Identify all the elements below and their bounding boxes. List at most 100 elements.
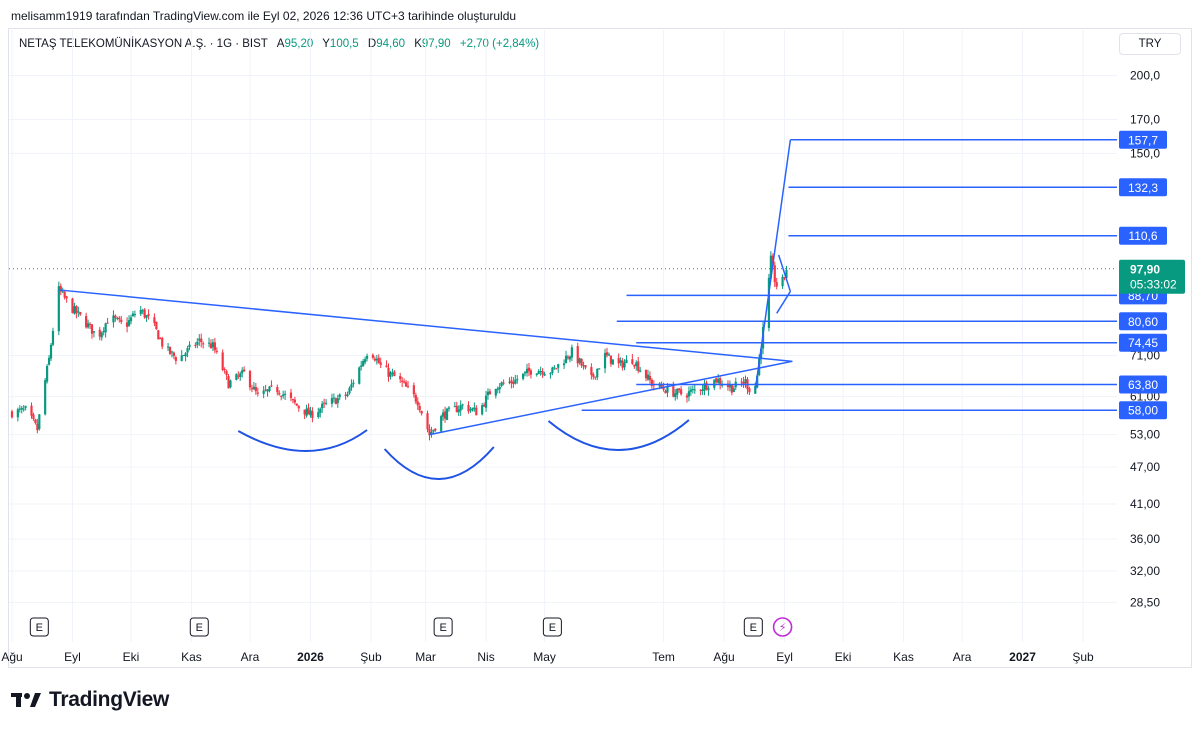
candle-body bbox=[46, 366, 49, 382]
candle-body bbox=[131, 313, 135, 317]
candle-body bbox=[215, 350, 218, 352]
candle-body bbox=[57, 286, 60, 332]
candle-body bbox=[457, 409, 460, 413]
candle-body bbox=[207, 342, 211, 344]
candle-body bbox=[22, 408, 25, 410]
candle-body bbox=[502, 382, 505, 384]
candle-body bbox=[141, 310, 144, 312]
candle-body bbox=[362, 360, 365, 367]
candle-body bbox=[434, 428, 437, 431]
candle-body bbox=[440, 416, 443, 432]
candle-body bbox=[262, 390, 265, 394]
x-tick-label: Tem bbox=[652, 650, 675, 664]
candle-body bbox=[38, 414, 41, 430]
last-price-countdown: 05:33:02 bbox=[1130, 278, 1177, 292]
y-tick-label: 200,0 bbox=[1130, 69, 1160, 83]
news-marker-label: ⚡ bbox=[779, 621, 787, 634]
candle-body bbox=[693, 389, 696, 391]
x-tick-label: 2027 bbox=[1009, 650, 1036, 664]
candle-body bbox=[607, 354, 611, 356]
candle-body bbox=[202, 343, 205, 345]
y-tick-label: 28,50 bbox=[1130, 595, 1160, 609]
candle-body bbox=[365, 355, 369, 359]
currency-button[interactable]: TRY bbox=[1119, 33, 1181, 55]
earnings-marker-label: E bbox=[549, 622, 556, 634]
candle-body bbox=[106, 322, 109, 324]
level-price-tag bbox=[1119, 375, 1167, 394]
change-value: +2,70 (+2,84%) bbox=[459, 38, 540, 50]
x-tick-label: Eki bbox=[835, 650, 852, 664]
candle-body bbox=[116, 317, 119, 319]
candle-body bbox=[166, 346, 170, 348]
candle-body bbox=[88, 324, 92, 326]
candle-body bbox=[732, 388, 735, 393]
earnings-marker bbox=[189, 617, 209, 637]
candle-body bbox=[73, 306, 76, 314]
candle-body bbox=[276, 387, 279, 393]
candle-body bbox=[426, 413, 429, 430]
trend-line bbox=[429, 360, 793, 436]
symbol-title[interactable]: NETAŞ TELEKOMÜNİKASYON A.Ş. · 1G · BIST bbox=[19, 38, 268, 50]
candle-body bbox=[453, 406, 456, 408]
candle-body bbox=[541, 371, 544, 375]
candle-body bbox=[348, 387, 351, 394]
trend-line bbox=[777, 254, 792, 292]
candle-body bbox=[516, 379, 519, 381]
level-price-tag-label: 80,60 bbox=[1128, 315, 1158, 329]
candle-body bbox=[730, 385, 733, 393]
candle-body bbox=[447, 407, 451, 409]
candle-body bbox=[352, 382, 355, 384]
candle-body bbox=[412, 385, 415, 395]
candle-body bbox=[254, 387, 257, 392]
news-marker bbox=[772, 617, 793, 637]
candle-body bbox=[184, 353, 187, 357]
candle-body bbox=[120, 319, 123, 322]
candle-body bbox=[674, 393, 677, 398]
high-value: 100,5 bbox=[329, 38, 359, 50]
candle-body bbox=[305, 408, 308, 416]
x-tick-label: Ara bbox=[953, 650, 972, 664]
candle-body bbox=[611, 359, 614, 365]
candle-body bbox=[672, 386, 675, 397]
earnings-marker bbox=[542, 617, 562, 637]
cup-arc bbox=[547, 419, 690, 451]
candle-body bbox=[644, 369, 648, 379]
candle-body bbox=[282, 394, 285, 396]
candle-body bbox=[323, 402, 326, 404]
candle-body bbox=[168, 346, 172, 354]
candle-body bbox=[744, 379, 747, 384]
candle-body bbox=[159, 338, 162, 340]
candle-body bbox=[188, 344, 191, 348]
candle-body bbox=[280, 395, 283, 397]
x-tick-label: Şub bbox=[360, 650, 382, 664]
candle-body bbox=[662, 387, 665, 390]
level-price-tag-label: 74,45 bbox=[1128, 336, 1158, 350]
candle-body bbox=[147, 314, 150, 316]
candle-body bbox=[346, 394, 349, 396]
candle-body bbox=[375, 358, 378, 361]
candle-body bbox=[229, 380, 232, 388]
close-value: 97,90 bbox=[421, 38, 451, 50]
candle-body bbox=[371, 354, 375, 358]
candle-body bbox=[459, 405, 462, 411]
candle-body bbox=[648, 375, 652, 381]
candle-body bbox=[631, 359, 634, 364]
candle-body bbox=[317, 412, 320, 417]
high-label: Y bbox=[322, 38, 330, 50]
candle-body bbox=[728, 385, 732, 388]
candle-body bbox=[562, 363, 566, 366]
candle-body bbox=[660, 384, 663, 388]
candle-body bbox=[324, 402, 328, 404]
candle-body bbox=[399, 376, 402, 380]
candle-body bbox=[172, 352, 176, 357]
candle-body bbox=[442, 412, 445, 417]
candle-body bbox=[720, 384, 724, 386]
candle-body bbox=[24, 406, 27, 408]
candle-body bbox=[570, 347, 573, 358]
candle-body bbox=[59, 286, 62, 292]
candle-body bbox=[291, 399, 295, 401]
y-tick-label: 32,00 bbox=[1130, 564, 1160, 578]
candle-body bbox=[617, 358, 620, 364]
candle-body bbox=[576, 346, 579, 364]
